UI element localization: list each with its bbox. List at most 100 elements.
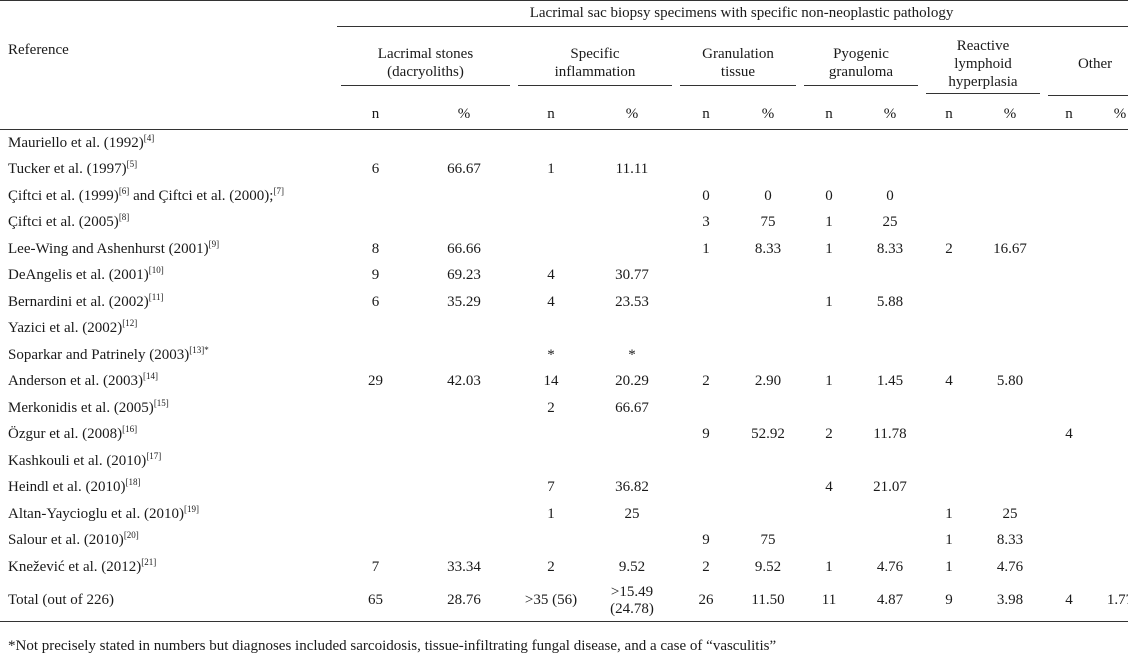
total-cell: 1.77 xyxy=(1094,580,1128,622)
table-cell xyxy=(676,475,736,502)
citation-superscript: [21] xyxy=(141,556,157,567)
table-cell: 7 xyxy=(371,558,380,575)
table-cell xyxy=(1094,183,1128,210)
citation-superscript: [14] xyxy=(142,371,158,382)
table-cell: 1 xyxy=(702,240,710,257)
table-cell xyxy=(858,157,922,184)
n-percent-header-row: n % n % n % n % n % n % xyxy=(0,99,1128,130)
citation-superscript: [6] xyxy=(118,185,130,196)
table-cell xyxy=(1094,554,1128,581)
reference-cell: Heindl et al. (2010)[18] xyxy=(0,475,337,502)
table-cell xyxy=(676,501,736,528)
reference-text: Mauriello et al. (1992) xyxy=(8,134,144,151)
table-cell xyxy=(1044,289,1094,316)
reference-text: Çiftci et al. (2005) xyxy=(8,214,119,231)
table-cell: 9.52 xyxy=(754,558,782,575)
table-cell: 23.53 xyxy=(615,293,649,310)
citation-superscript: [16] xyxy=(122,424,138,435)
table-cell xyxy=(858,263,922,290)
table-cell xyxy=(414,475,514,502)
citation-superscript: [17] xyxy=(146,450,162,461)
table-cell xyxy=(736,289,800,316)
table-cell xyxy=(588,183,676,210)
table-cell xyxy=(337,501,414,528)
table-cell xyxy=(922,130,976,157)
table-cell: 4 xyxy=(547,267,555,284)
table-cell: * xyxy=(547,346,555,363)
table-cell xyxy=(858,501,922,528)
table-row: Tucker et al. (1997)[5] 6 66.67 1 11.11 xyxy=(0,157,1128,184)
total-cell: 3.98 xyxy=(976,580,1044,622)
table-cell xyxy=(1094,236,1128,263)
total-cell: 4.87 xyxy=(858,580,922,622)
total-row: Total (out of 226) 65 28.76 >35 (56) >15… xyxy=(0,580,1128,622)
citation-superscript: [13]* xyxy=(189,344,209,355)
citation-superscript: [11] xyxy=(148,291,164,302)
table-cell xyxy=(922,210,976,237)
reference-cell: Merkonidis et al. (2005)[15] xyxy=(0,395,337,422)
table-cell xyxy=(1094,289,1128,316)
table-cell xyxy=(800,316,858,343)
table-cell: 25 xyxy=(1002,505,1018,522)
reference-text: Anderson et al. (2003) xyxy=(8,373,143,390)
group-title: Lacrimal sac biopsy specimens with speci… xyxy=(529,5,954,21)
table-cell xyxy=(414,130,514,157)
table-cell xyxy=(1094,369,1128,396)
reference-text: Heindl et al. (2010) xyxy=(8,479,126,496)
table-cell xyxy=(676,289,736,316)
table-cell xyxy=(800,157,858,184)
table-row: Heindl et al. (2010)[18] 7 36.82 4 21.07 xyxy=(0,475,1128,502)
table-cell: 1 xyxy=(547,505,555,522)
table-cell: 5.88 xyxy=(876,293,904,310)
table-row: Yazici et al. (2002)[12] xyxy=(0,316,1128,343)
table-cell xyxy=(976,422,1044,449)
table-cell xyxy=(1094,316,1128,343)
table-cell xyxy=(922,157,976,184)
table-cell xyxy=(588,130,676,157)
table-row: Mauriello et al. (1992)[4] xyxy=(0,130,1128,157)
table-cell xyxy=(1094,422,1128,449)
citation-superscript: [9] xyxy=(208,238,220,249)
table-cell xyxy=(800,501,858,528)
table-footnote: *Not precisely stated in numbers but dia… xyxy=(8,638,777,654)
reference-cell: Soparkar and Patrinely (2003)[13]* xyxy=(0,342,337,369)
table-cell xyxy=(922,316,976,343)
table-cell xyxy=(414,316,514,343)
table-cell xyxy=(922,448,976,475)
table-cell: 3 xyxy=(702,214,710,231)
table-cell xyxy=(414,395,514,422)
citation-superscript: [18] xyxy=(125,477,141,488)
table-cell xyxy=(922,395,976,422)
reference-text: Kashkouli et al. (2010) xyxy=(8,452,147,469)
table-cell xyxy=(414,183,514,210)
reference-cell: Anderson et al. (2003)[14] xyxy=(0,369,337,396)
table-cell: 1 xyxy=(547,161,555,178)
table-cell xyxy=(588,210,676,237)
table-cell xyxy=(1094,130,1128,157)
reference-text: Özgur et al. (2008) xyxy=(8,426,123,443)
pct-header: % xyxy=(1094,99,1128,130)
table-cell: 25 xyxy=(882,214,898,231)
table-cell xyxy=(337,422,414,449)
table-cell xyxy=(588,422,676,449)
table-cell xyxy=(922,289,976,316)
reference-cell: Lee-Wing and Ashenhurst (2001)[9] xyxy=(0,236,337,263)
table-cell xyxy=(1044,395,1094,422)
citation-superscript: [20] xyxy=(123,530,139,541)
table-cell xyxy=(1044,157,1094,184)
table-cell: 2 xyxy=(547,558,555,575)
category-lacrimal-stones: Lacrimal stones (dacryoliths) xyxy=(377,45,474,80)
table-cell xyxy=(800,448,858,475)
reference-text: Knežević et al. (2012) xyxy=(8,558,142,575)
table-row: Çiftci et al. (1999)[6] and Çiftci et al… xyxy=(0,183,1128,210)
table-cell xyxy=(976,475,1044,502)
table-cell: 5.80 xyxy=(996,373,1024,390)
reference-text: Tucker et al. (1997) xyxy=(8,161,127,178)
table-cell: 0 xyxy=(702,187,710,204)
table-cell xyxy=(976,157,1044,184)
table-cell xyxy=(922,342,976,369)
table-cell: * xyxy=(628,346,636,363)
table-cell xyxy=(858,395,922,422)
table-cell xyxy=(976,263,1044,290)
category-header-row: Lacrimal stones (dacryoliths) Specific i… xyxy=(0,31,1128,99)
